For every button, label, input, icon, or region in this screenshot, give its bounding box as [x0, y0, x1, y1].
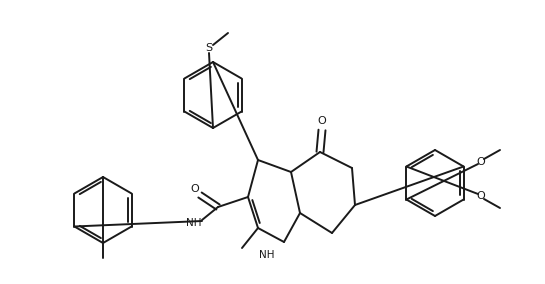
Text: S: S: [205, 43, 213, 53]
Text: NH: NH: [259, 250, 275, 260]
Text: NH: NH: [186, 218, 202, 228]
Text: O: O: [477, 191, 486, 201]
Text: O: O: [191, 184, 199, 194]
Text: O: O: [477, 157, 486, 167]
Text: O: O: [318, 116, 326, 126]
